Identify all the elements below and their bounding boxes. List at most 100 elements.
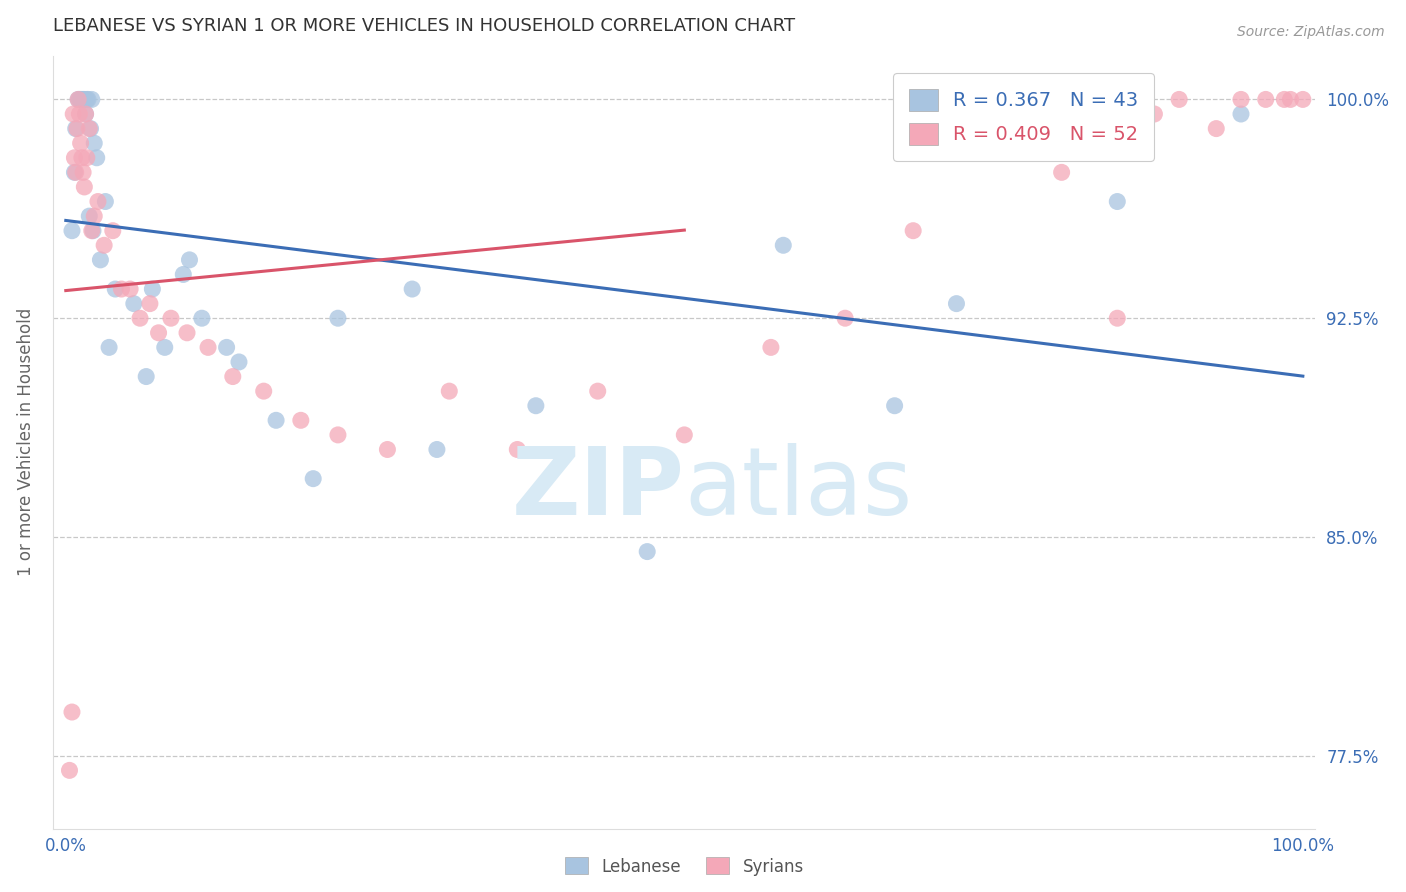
Point: [160, 311, 183, 326]
Point: [253, 384, 276, 399]
Point: [120, 282, 142, 296]
Point: [135, 369, 157, 384]
Point: [191, 311, 214, 326]
Point: [834, 311, 856, 326]
Point: [69, 92, 91, 106]
Point: [901, 224, 924, 238]
Text: LEBANESE VS SYRIAN 1 OR MORE VEHICLES IN HOUSEHOLD CORRELATION CHART: LEBANESE VS SYRIAN 1 OR MORE VEHICLES IN…: [53, 17, 796, 35]
Point: [883, 399, 905, 413]
Point: [110, 282, 132, 296]
Point: [401, 282, 423, 296]
Point: [89, 252, 111, 267]
Point: [72, 92, 94, 106]
Text: atlas: atlas: [685, 442, 912, 534]
Point: [524, 399, 547, 413]
Point: [945, 296, 967, 310]
Point: [264, 413, 287, 427]
Point: [66, 121, 89, 136]
Point: [73, 92, 96, 106]
Point: [60, 705, 83, 719]
Point: [79, 121, 101, 136]
Point: [1292, 92, 1315, 106]
Point: [1279, 92, 1302, 106]
Point: [82, 224, 104, 238]
Point: [69, 136, 91, 151]
Point: [72, 165, 94, 179]
Text: Source: ZipAtlas.com: Source: ZipAtlas.com: [1237, 25, 1385, 39]
Point: [77, 92, 100, 106]
Point: [75, 107, 97, 121]
Point: [215, 340, 238, 354]
Point: [94, 194, 117, 209]
Point: [129, 311, 152, 326]
Point: [179, 252, 201, 267]
Point: [67, 92, 90, 106]
Point: [586, 384, 609, 399]
Point: [70, 92, 93, 106]
Point: [772, 238, 794, 252]
Point: [290, 413, 312, 427]
Point: [86, 151, 108, 165]
Point: [80, 92, 103, 106]
Point: [439, 384, 461, 399]
Point: [63, 151, 86, 165]
Point: [83, 209, 105, 223]
Point: [73, 180, 96, 194]
Point: [222, 369, 245, 384]
Point: [75, 107, 97, 121]
Point: [176, 326, 198, 340]
Point: [67, 107, 90, 121]
Point: [636, 544, 658, 558]
Point: [1230, 92, 1253, 106]
Point: [76, 151, 98, 165]
Point: [153, 340, 176, 354]
Point: [67, 92, 90, 106]
Point: [673, 428, 696, 442]
Point: [1230, 107, 1253, 121]
Point: [148, 326, 170, 340]
Text: ZIP: ZIP: [512, 442, 685, 534]
Point: [79, 121, 101, 136]
Point: [60, 224, 83, 238]
Point: [65, 121, 87, 136]
Point: [79, 209, 101, 223]
Point: [87, 194, 110, 209]
Point: [1143, 107, 1166, 121]
Point: [172, 268, 194, 282]
Point: [1168, 92, 1191, 106]
Point: [326, 311, 349, 326]
Point: [1107, 194, 1129, 209]
Point: [63, 165, 86, 179]
Point: [70, 151, 93, 165]
Point: [141, 282, 163, 296]
Y-axis label: 1 or more Vehicles in Household: 1 or more Vehicles in Household: [17, 308, 35, 576]
Point: [228, 355, 250, 369]
Point: [994, 92, 1017, 106]
Point: [1272, 92, 1295, 106]
Point: [65, 165, 87, 179]
Point: [302, 472, 325, 486]
Point: [62, 107, 84, 121]
Point: [67, 92, 90, 106]
Point: [377, 442, 399, 457]
Point: [58, 764, 80, 778]
Point: [83, 136, 105, 151]
Point: [122, 296, 145, 310]
Point: [1254, 92, 1277, 106]
Point: [326, 428, 349, 442]
Point: [1050, 165, 1073, 179]
Point: [759, 340, 782, 354]
Point: [76, 92, 98, 106]
Point: [104, 282, 127, 296]
Point: [506, 442, 529, 457]
Legend: Lebanese, Syrians: Lebanese, Syrians: [558, 851, 811, 882]
Point: [945, 107, 967, 121]
Point: [93, 238, 115, 252]
Point: [426, 442, 449, 457]
Point: [197, 340, 219, 354]
Point: [1107, 311, 1129, 326]
Point: [98, 340, 121, 354]
Point: [80, 224, 103, 238]
Point: [101, 224, 124, 238]
Point: [1205, 121, 1227, 136]
